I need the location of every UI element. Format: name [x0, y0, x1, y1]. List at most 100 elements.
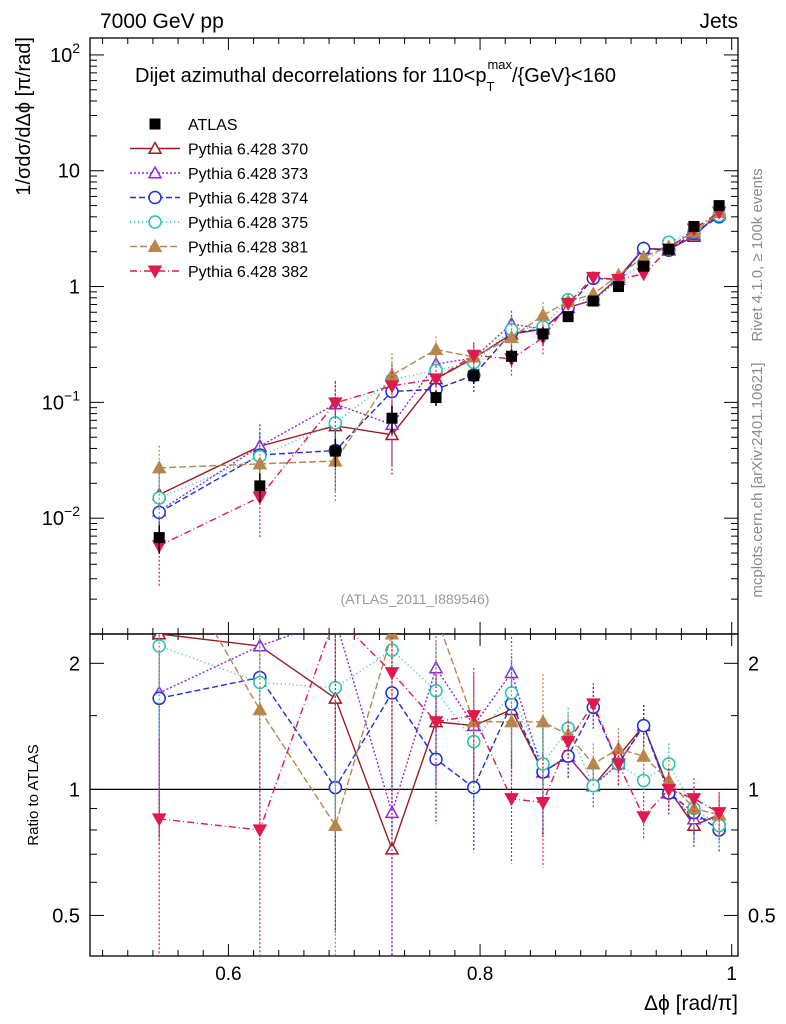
series-4-ratio-point [636, 748, 651, 762]
series-4-ratio [158, 610, 727, 956]
atlas-point [506, 350, 518, 362]
series-5-ratio-point [636, 811, 651, 825]
ratio-y-tick-label-left: 0.5 [52, 905, 80, 927]
series-5-ratio-point [252, 824, 268, 838]
y-tick-label: 10−1 [42, 387, 80, 414]
chart-title-suffix: /{GeV}<160 [512, 65, 616, 87]
ratio-y-tick-label-left: 2 [69, 653, 80, 675]
legend-entry-3: Pythia 6.428 375 [130, 215, 308, 232]
series-5-ratio [151, 611, 727, 956]
series-3-ratio-point [636, 773, 651, 788]
legend-marker-0 [147, 140, 163, 155]
atlas-point [430, 392, 442, 404]
series-1-ratio-point [384, 805, 400, 819]
chart-title-prefix: Dijet azimuthal decorrelations for 110<p [135, 65, 486, 87]
ratio-y-tick-label-right: 0.5 [748, 905, 776, 927]
legend-marker-atlas [149, 118, 161, 130]
legend-entry-5: Pythia 6.428 382 [130, 264, 308, 281]
chart-title-sub: T [486, 79, 494, 94]
series-5-ratio-point [151, 813, 167, 827]
atlas-point [153, 532, 165, 544]
atlas-point [468, 370, 480, 382]
series-0-ratio [151, 634, 727, 956]
legend-label-3: Pythia 6.428 375 [188, 215, 308, 232]
series-4-point [535, 307, 551, 321]
ratio-y-tick-label-left: 1 [69, 779, 80, 801]
x-tick-label: 0.6 [215, 964, 241, 985]
series-5-ratio-point [329, 611, 341, 622]
axis-tick-labels: 0.6 0.8 1 10−2 10−1 1 10 102 0.5 0.5 1 1 2 2 [42, 40, 776, 985]
series-5-point [586, 271, 601, 285]
series-4-line [159, 212, 720, 469]
series-5-point [384, 380, 400, 394]
y-axis-label: 1/σdσ/dΔϕ [π/rad] [13, 37, 35, 196]
series-4-ratio-point [328, 817, 343, 832]
atlas-point [638, 260, 650, 272]
legend-label-5: Pythia 6.428 382 [188, 264, 308, 281]
series-4-point [504, 330, 519, 344]
main-panel-marks [151, 200, 727, 586]
ratio-y-tick-label-right: 2 [748, 653, 759, 675]
header-right-label: Jets [699, 10, 738, 33]
ratio-y-axis-label: Ratio to ATLAS [25, 744, 42, 845]
series-5-ratio-point [535, 797, 551, 811]
series-5-ratio-point [686, 793, 702, 807]
atlas-data [153, 200, 725, 554]
series-5-ratio-point [560, 736, 576, 750]
series-0-ratio-point [384, 841, 400, 855]
legend-entry-4: Pythia 6.428 381 [130, 238, 308, 257]
legend-label-atlas: ATLAS [188, 117, 238, 134]
legend: ATLAS Pythia 6.428 370 Pythia 6.428 373 Pyt… [130, 117, 308, 281]
y-tick-label: 10 [58, 161, 80, 183]
ratio-panel-marks [151, 610, 727, 956]
series-5-ratio-point [586, 698, 601, 712]
legend-entry-0: Pythia 6.428 370 [130, 140, 308, 159]
legend-entry-atlas: ATLAS [149, 117, 238, 134]
series-5-ratio-point [661, 783, 677, 797]
series-4-ratio-point [430, 610, 442, 621]
series-5-line [158, 211, 720, 547]
ratio-panel-frame [89, 633, 739, 957]
axis-ticks [90, 38, 738, 957]
series-5-ratio-point [611, 758, 626, 772]
legend-marker-5 [147, 265, 163, 279]
atlas-point [254, 480, 266, 492]
series-4-ratio-point [504, 714, 519, 728]
series-5-ratio-point [428, 716, 444, 730]
y-tick-label: 10−2 [42, 503, 80, 530]
series-5-ratio-point [466, 710, 482, 724]
legend-marker-1 [147, 165, 163, 179]
rivet-version-label: Rivet 4.1.0, ≥ 100k events [749, 168, 766, 341]
series-2-ratio [152, 634, 726, 933]
chart-title-sup: max [487, 57, 512, 72]
series-1-ratio-line [158, 634, 720, 820]
series-3-ratio-point [328, 680, 343, 695]
series-3-ratio-point [586, 779, 601, 793]
atlas-point [713, 200, 725, 212]
series-4-point [151, 460, 167, 474]
legend-label-2: Pythia 6.428 374 [188, 191, 308, 208]
series-5-point [611, 273, 626, 288]
atlas-point [587, 295, 599, 307]
legend-entry-2: Pythia 6.428 374 [130, 191, 308, 208]
series-5-point [428, 373, 444, 387]
atlas-point [329, 445, 341, 457]
ratio-y-tick-label-right: 1 [748, 779, 759, 801]
y-tick-label: 102 [50, 40, 80, 67]
series-5-point [560, 297, 576, 311]
series-5-ratio-point [384, 667, 400, 681]
series-3-ratio-point [504, 686, 519, 700]
y-tick-label: 1 [69, 277, 80, 299]
legend-marker-2 [148, 190, 162, 205]
legend-entry-1: Pythia 6.428 373 [130, 165, 308, 183]
chart-title: Dijet azimuthal decorrelations for 110<p… [135, 57, 616, 94]
atlas-point [612, 281, 624, 293]
atlas-point [663, 243, 675, 255]
header-left-label: 7000 GeV pp [100, 10, 224, 33]
x-tick-label: 0.8 [467, 964, 493, 985]
series-4-ratio-point [252, 702, 268, 716]
atlas-point [688, 221, 700, 233]
series-5-point [466, 349, 482, 363]
legend-label-1: Pythia 6.428 373 [188, 166, 308, 183]
